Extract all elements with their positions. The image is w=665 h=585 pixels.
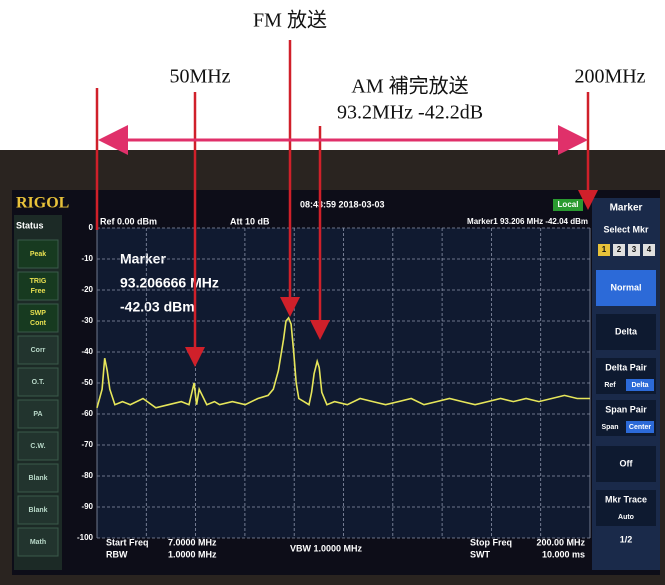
y-tick-label: -90 bbox=[81, 502, 93, 511]
vbw: VBW 1.0000 MHz bbox=[290, 543, 363, 553]
y-tick-label: -80 bbox=[81, 471, 93, 480]
status-button-label[interactable]: O.T. bbox=[32, 379, 45, 386]
swt-value: 10.000 ms bbox=[542, 549, 585, 559]
option[interactable]: Delta bbox=[631, 382, 648, 389]
status-button-label[interactable]: TRIG bbox=[30, 278, 47, 285]
y-tick-label: -60 bbox=[81, 409, 93, 418]
status-button-label[interactable]: Math bbox=[30, 539, 46, 546]
status-button-label[interactable]: C.W. bbox=[30, 443, 45, 450]
rbw-value: 1.0000 MHz bbox=[168, 549, 217, 559]
status-button-label[interactable]: SWP bbox=[30, 310, 46, 317]
y-tick-label: -10 bbox=[81, 254, 93, 263]
menu-button-label[interactable]: Mkr Trace bbox=[605, 494, 647, 504]
y-tick-label: -40 bbox=[81, 347, 93, 356]
status-button-label[interactable]: Free bbox=[31, 288, 46, 295]
y-tick-label: -70 bbox=[81, 440, 93, 449]
annotation: AM 補完放送 bbox=[351, 75, 468, 98]
y-tick-label: -20 bbox=[81, 285, 93, 294]
y-tick-label: -30 bbox=[81, 316, 93, 325]
status-button-label[interactable]: Peak bbox=[30, 251, 46, 258]
status-button-label[interactable]: PA bbox=[33, 411, 42, 418]
timestamp: 08:43:59 2018-03-03 bbox=[300, 199, 385, 209]
y-tick-label: -100 bbox=[77, 533, 94, 542]
rbw-label: RBW bbox=[106, 549, 128, 559]
y-tick-label: -50 bbox=[81, 378, 93, 387]
annotation: FM 放送 bbox=[253, 9, 327, 32]
local: Local bbox=[558, 200, 579, 209]
menu-title: Marker bbox=[610, 203, 643, 214]
status-button-label[interactable]: Cont bbox=[30, 320, 47, 327]
annotation: 93.2MHz -42.2dB bbox=[337, 102, 483, 124]
menu-button-label[interactable]: Normal bbox=[610, 282, 641, 292]
menu-item: Select Mkr bbox=[603, 224, 649, 234]
marker-frequency: 93.206666 MHz bbox=[120, 275, 219, 291]
stop-label: Stop Freq bbox=[470, 537, 512, 547]
option[interactable]: Span bbox=[601, 424, 618, 431]
marker-select-label[interactable]: 1 bbox=[602, 245, 607, 254]
option[interactable]: Center bbox=[629, 424, 651, 431]
status-button[interactable] bbox=[18, 304, 58, 332]
menu-button-label[interactable]: Off bbox=[620, 458, 634, 468]
start-value: 7.0000 MHz bbox=[168, 537, 217, 547]
status-label: Status bbox=[16, 220, 44, 230]
page: Peak TRIG Free SWP Cont Corr O.T. PA C.W. Blank Bl… bbox=[0, 0, 665, 585]
status-button-label[interactable]: Corr bbox=[31, 347, 46, 354]
marker-readout: Marker1 93.206 MHz -42.04 dBm bbox=[467, 217, 588, 226]
status-button[interactable] bbox=[18, 272, 58, 300]
stop-value: 200.00 MHz bbox=[536, 537, 585, 547]
menu-button-label[interactable]: Span Pair bbox=[605, 404, 647, 414]
y-tick-label: 0 bbox=[89, 223, 94, 232]
marker-level: -42.03 dBm bbox=[120, 299, 195, 315]
page-indicator: 1/2 bbox=[620, 534, 633, 544]
menu-button-label[interactable]: Delta bbox=[615, 326, 638, 336]
status-button-label[interactable]: Blank bbox=[28, 475, 47, 482]
annotation: 50MHz bbox=[169, 66, 230, 88]
ref-level: Ref 0.00 dBm bbox=[100, 216, 157, 226]
brand: RIGOL bbox=[16, 195, 69, 212]
menu-button-label[interactable]: Delta Pair bbox=[605, 362, 647, 372]
marker-select-label[interactable]: 4 bbox=[647, 245, 652, 254]
status-button-label[interactable]: Blank bbox=[28, 507, 47, 514]
attenuation: Att 10 dB bbox=[230, 216, 270, 226]
marker-select-label[interactable]: 3 bbox=[632, 245, 637, 254]
annotation: 200MHz bbox=[574, 66, 645, 88]
start-label: Start Freq bbox=[106, 537, 149, 547]
marker-select-label[interactable]: 2 bbox=[617, 245, 622, 254]
swt-label: SWT bbox=[470, 549, 490, 559]
option[interactable]: Ref bbox=[604, 382, 616, 389]
option[interactable]: Auto bbox=[618, 514, 634, 521]
